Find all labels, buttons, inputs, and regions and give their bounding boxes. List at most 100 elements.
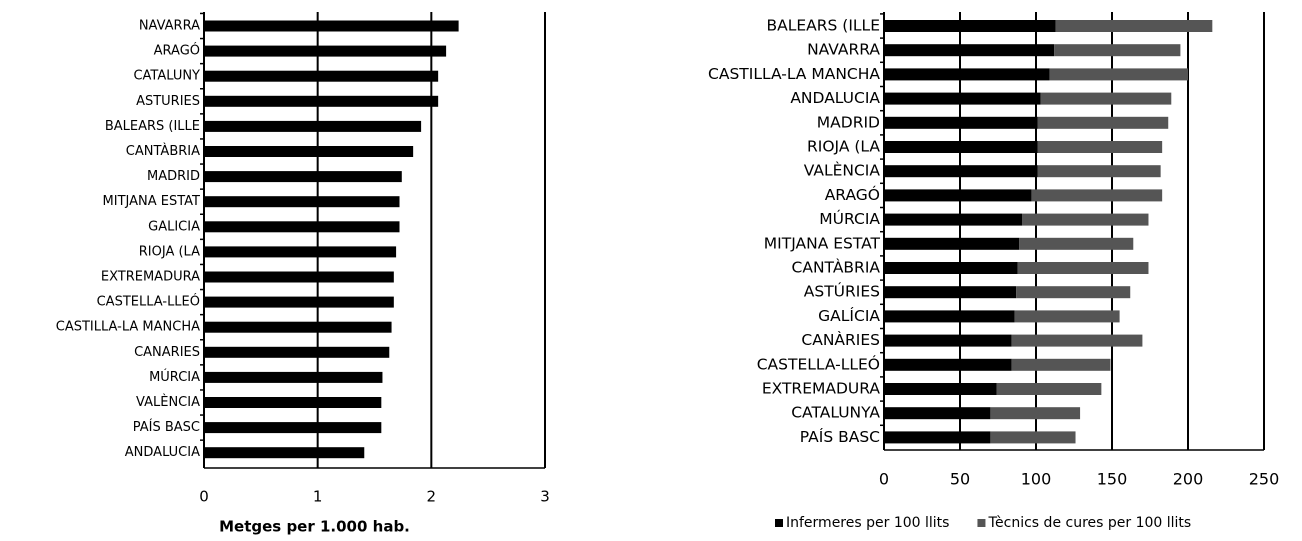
bar-segment — [1011, 334, 1143, 347]
bar — [204, 296, 394, 308]
bar-segment — [1040, 92, 1172, 105]
bar — [204, 45, 447, 57]
bar-segment — [884, 262, 1018, 274]
bar-segment — [884, 310, 1015, 323]
bar — [204, 422, 382, 434]
bar-segment — [1019, 237, 1134, 250]
category-label: CATALUNY — [133, 69, 200, 84]
bar-segment — [1031, 189, 1163, 202]
legend-swatch — [775, 519, 783, 527]
bar-segment — [884, 165, 1038, 178]
category-label: MITJANA ESTAT — [764, 234, 881, 252]
category-label: CASTILLA-LA MANCHA — [56, 320, 200, 335]
category-label: BALEARS (ILLE — [767, 17, 881, 35]
bar — [204, 221, 400, 233]
category-label: GALÍCIA — [818, 306, 880, 325]
bar — [204, 95, 439, 107]
bar-segment — [1016, 286, 1131, 299]
category-label: MADRID — [817, 113, 880, 131]
category-label: ANDALUCIA — [125, 445, 200, 460]
bar-segment — [1017, 262, 1149, 274]
bar-segment — [884, 213, 1023, 226]
category-label: ANDALUCIA — [790, 89, 880, 107]
category-label: EXTREMADURA — [101, 270, 200, 285]
category-label: NAVARRA — [807, 41, 880, 59]
category-label: PAÍS BASC — [133, 419, 200, 435]
category-label: PAÍS BASC — [800, 427, 880, 446]
x-tick-label: 50 — [950, 470, 970, 489]
category-label: CASTILLA-LA MANCHA — [708, 65, 880, 83]
bar-segment — [884, 407, 991, 420]
category-label: ARAGÓ — [825, 185, 880, 204]
bar-segment — [990, 431, 1076, 444]
bar — [204, 146, 414, 157]
bar-segment — [884, 286, 1017, 299]
legend-swatch — [977, 519, 986, 527]
bar — [204, 371, 383, 383]
bar — [204, 271, 394, 283]
bar-segment — [884, 92, 1041, 105]
category-label: CANTÀBRIA — [126, 143, 200, 159]
category-label: RIOJA (LA — [807, 138, 880, 156]
bar-segment — [884, 237, 1020, 250]
bar — [204, 120, 422, 132]
category-label: ASTÚRIES — [804, 282, 880, 301]
x-tick-label: 150 — [1097, 470, 1128, 489]
bar-segment — [996, 383, 1102, 395]
bar — [204, 397, 382, 408]
bar-segment — [884, 141, 1038, 153]
x-tick-label: 250 — [1249, 470, 1280, 489]
category-label: RIOJA (LA — [139, 244, 200, 259]
bar-segment — [990, 407, 1081, 420]
bar-segment — [884, 116, 1038, 129]
bar — [204, 321, 392, 333]
bar-segment — [884, 189, 1032, 202]
plot: 0 1 2 3 NAVARRA ARAGÓ CATALUNY ASTURIES BALEARS … — [56, 12, 550, 536]
category-label: MÚRCIA — [149, 369, 200, 385]
bar-segment — [1037, 165, 1161, 178]
category-label: VALÈNCIA — [804, 161, 881, 180]
bar — [204, 246, 397, 258]
bar-segment — [1037, 141, 1163, 153]
category-label: NAVARRA — [139, 19, 200, 34]
x-tick-label: 2 — [427, 488, 437, 506]
bar — [204, 196, 400, 208]
category-label: CASTELLA-LLEÓ — [757, 354, 880, 373]
category-label: VALÈNCIA — [136, 394, 200, 410]
category-label: MÚRCIA — [819, 209, 880, 228]
bar — [204, 171, 402, 183]
legend-label: Infermeres per 100 llits — [786, 515, 949, 531]
bar — [204, 447, 365, 459]
bar-segment — [1022, 213, 1149, 226]
bar-segment — [884, 20, 1056, 32]
category-label: CANÀRIES — [801, 330, 880, 349]
bar-segment — [1055, 20, 1213, 32]
category-label: ARAGÓ — [154, 43, 200, 59]
bar-segment — [1054, 44, 1181, 57]
bar-segment — [1014, 310, 1120, 323]
x-tick-label: 0 — [879, 470, 889, 489]
bar-segment — [1011, 358, 1111, 371]
bar-segment — [884, 68, 1050, 81]
bar-segment — [884, 334, 1012, 347]
x-tick-label: 0 — [199, 488, 209, 506]
x-tick-label: 1 — [313, 488, 323, 506]
x-tick-label: 100 — [1021, 470, 1052, 489]
category-label: EXTREMADURA — [762, 380, 881, 398]
x-tick-label: 3 — [540, 488, 550, 506]
category-label: CASTELLA-LLEÓ — [97, 294, 200, 310]
bar-segment — [884, 44, 1055, 57]
category-label: CANTÀBRIA — [792, 258, 881, 277]
bar-segment — [1037, 116, 1169, 129]
bar — [204, 346, 390, 358]
legend-label: Tècnics de cures per 100 llits — [987, 515, 1191, 531]
x-tick-label: 200 — [1173, 470, 1204, 489]
category-label: GALICIA — [148, 219, 200, 234]
bar-segment — [1049, 68, 1188, 81]
category-label: MADRID — [147, 169, 200, 184]
category-label: BALEARS (ILLE — [105, 119, 200, 134]
category-label: MITJANA ESTAT — [103, 194, 201, 209]
bar-segment — [884, 431, 991, 444]
